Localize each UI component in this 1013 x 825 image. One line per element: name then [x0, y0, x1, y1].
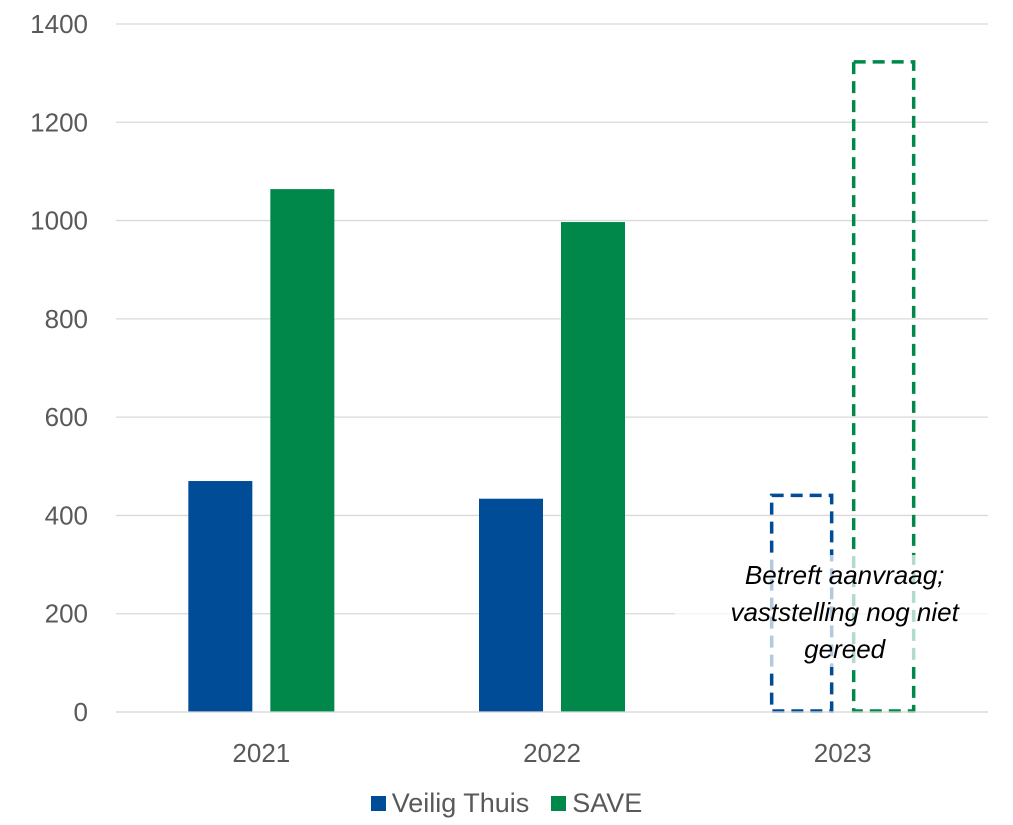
bar-save-2021	[270, 189, 335, 712]
annotation-line: Betreft aanvraag;	[745, 560, 944, 590]
legend-item-save: SAVE	[551, 788, 642, 819]
legend: Veilig Thuis SAVE	[0, 788, 1013, 819]
annotation-background	[674, 555, 1011, 667]
bar-save-2023	[851, 60, 916, 713]
y-tick-label: 200	[45, 599, 88, 629]
bar-veilig-thuis-2022	[479, 498, 543, 712]
legend-label-veilig-thuis: Veilig Thuis	[391, 788, 530, 818]
legend-label-save: SAVE	[572, 788, 643, 818]
y-tick-label: 1000	[30, 206, 88, 236]
y-tick-label: 1200	[30, 107, 88, 137]
y-tick-label: 800	[45, 304, 88, 334]
y-axis-ticks: 0 200 400 600 800 1000 1200 1400	[30, 9, 88, 727]
bars	[116, 60, 988, 713]
bar-veilig-thuis-2021	[188, 481, 253, 712]
x-axis-labels: 2021 2022 2023	[232, 738, 871, 768]
legend-swatch-veilig-thuis	[370, 796, 386, 811]
bar-save-2022	[561, 222, 625, 712]
annotation-line: gereed	[804, 634, 886, 664]
y-tick-label: 1400	[30, 9, 88, 39]
annotation: Betreft aanvraag; vaststelling nog niet ge…	[674, 555, 1011, 667]
legend-swatch-save	[551, 796, 567, 811]
y-tick-label: 0	[74, 697, 88, 727]
x-tick-label: 2021	[232, 738, 290, 768]
annotation-line: vaststelling nog niet	[730, 597, 960, 627]
y-tick-label: 600	[45, 402, 88, 432]
legend-item-veilig-thuis: Veilig Thuis	[370, 788, 530, 819]
x-tick-label: 2022	[523, 738, 581, 768]
gridlines	[116, 23, 988, 713]
x-tick-label: 2023	[814, 738, 872, 768]
y-tick-label: 400	[45, 500, 88, 530]
